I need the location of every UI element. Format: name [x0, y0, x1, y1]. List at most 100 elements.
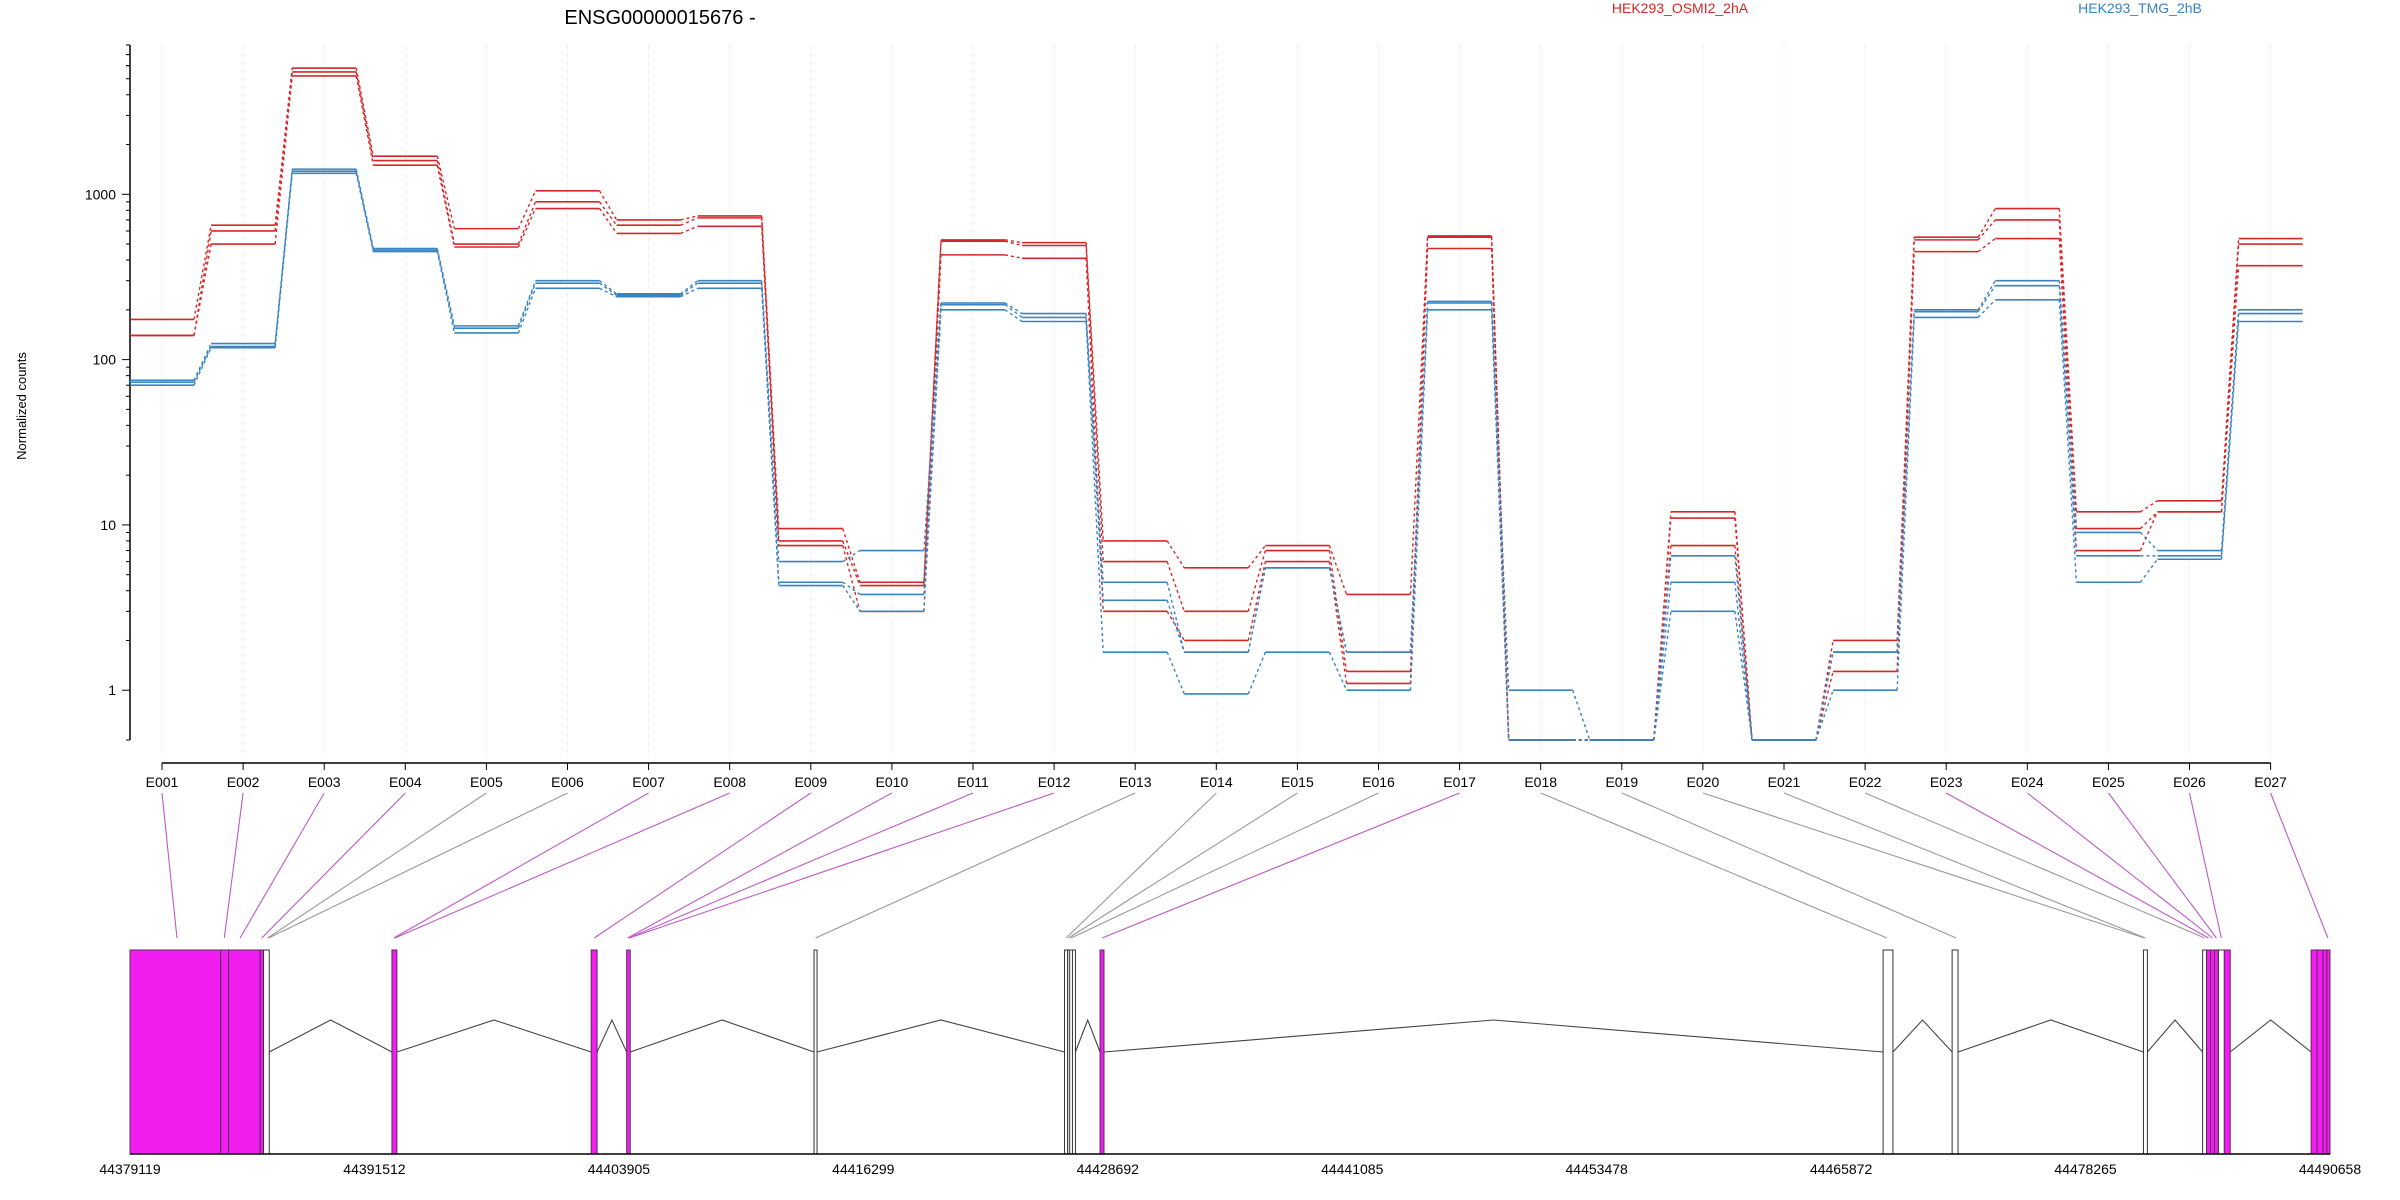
- bin-link-E012: [629, 792, 1055, 939]
- connector-E007: [680, 282, 699, 296]
- x-tick-label-E027: E027: [2254, 774, 2287, 790]
- connector-E004: [436, 165, 456, 248]
- connector-E009: [842, 585, 861, 612]
- connector-E002: [274, 171, 293, 347]
- connector-E005: [517, 208, 537, 248]
- connector-E009: [842, 545, 861, 612]
- connector-E008: [761, 226, 780, 546]
- connector-E018: [1572, 690, 1591, 741]
- connector-E023: [1977, 285, 1996, 313]
- connector-E020: [1734, 611, 1753, 741]
- exon-E002: [220, 949, 230, 1155]
- connector-E025: [2140, 500, 2158, 513]
- x-tick-label-E024: E024: [2011, 774, 2044, 790]
- connector-E022: [1896, 317, 1915, 691]
- x-tick-label-E021: E021: [1768, 774, 1801, 790]
- intron-E008: [630, 1019, 815, 1053]
- connector-E003: [355, 71, 374, 161]
- connector-E007: [680, 225, 698, 235]
- y-tick-label: 1: [108, 682, 116, 698]
- coordinate-label: 44441085: [1321, 1161, 1384, 1177]
- connector-E001: [193, 225, 212, 320]
- bin-link-E005: [267, 792, 487, 939]
- connector-E008: [761, 288, 780, 586]
- exon-E018: [2202, 949, 2208, 1155]
- intron-E014: [1103, 1019, 1884, 1053]
- connector-E005: [517, 288, 537, 334]
- exon-E016: [1951, 949, 1959, 1155]
- connector-E014: [1247, 651, 1267, 695]
- x-tick-label-E007: E007: [632, 774, 665, 790]
- coordinate-label: 44478265: [2054, 1161, 2117, 1177]
- y-axis-label: Normalized counts: [14, 352, 29, 460]
- bin-link-E002: [223, 792, 244, 939]
- connector-E019: [1653, 582, 1672, 741]
- x-tick-label-E010: E010: [876, 774, 909, 790]
- intron-E017: [2146, 1019, 2204, 1053]
- connector-E001: [193, 230, 212, 336]
- bin-link-E001: [161, 792, 178, 939]
- x-tick-label-E002: E002: [227, 774, 260, 790]
- exon-E001: [129, 949, 222, 1155]
- exon-E021: [2213, 949, 2219, 1155]
- connector-E020: [1734, 582, 1753, 741]
- exon-E027: [2326, 949, 2331, 1155]
- x-tick-label-E018: E018: [1524, 774, 1557, 790]
- coordinate-label: 44490658: [2299, 1161, 2362, 1177]
- connector-E026: [2220, 244, 2240, 512]
- connector-E022: [1896, 251, 1915, 672]
- connector-E026: [2220, 309, 2240, 551]
- exon-E006: [391, 949, 398, 1155]
- y-tick-label: 1000: [85, 186, 116, 202]
- connector-E012: [1085, 245, 1104, 562]
- connector-E013: [1166, 582, 1185, 653]
- connector-E010: [923, 309, 942, 612]
- legend-entry-osmi2: HEK293_OSMI2_2hA: [1612, 0, 1749, 16]
- y-axis: 1 10 100 1000: [85, 44, 131, 741]
- bin-link-E016: [1070, 792, 1379, 939]
- connector-E020: [1734, 555, 1753, 741]
- x-tick-label-E020: E020: [1687, 774, 1720, 790]
- coordinate-label: 44453478: [1566, 1161, 1629, 1177]
- x-tick-label-E008: E008: [713, 774, 746, 790]
- connector-E011: [1004, 254, 1023, 259]
- y-tick-label: 100: [93, 352, 117, 368]
- x-tick-label-E011: E011: [957, 774, 989, 790]
- connector-E003: [355, 171, 374, 251]
- exon-E013: [1071, 949, 1076, 1155]
- series-line-5: [130, 170, 2303, 741]
- connector-E002: [274, 75, 293, 245]
- connector-E026: [2220, 313, 2240, 556]
- connector-E017: [1490, 301, 1510, 691]
- connector-E004: [436, 251, 456, 334]
- connector-E004: [436, 249, 456, 329]
- bin-link-E019: [1621, 792, 1957, 939]
- x-tick-label-E015: E015: [1281, 774, 1314, 790]
- exon-E025: [2316, 949, 2324, 1155]
- exon-E007: [590, 949, 598, 1155]
- bin-link-E022: [1864, 792, 2205, 939]
- x-tick-label-E005: E005: [470, 774, 503, 790]
- connector-E025: [2139, 532, 2159, 552]
- connector-E016: [1409, 302, 1429, 653]
- connector-E011: [1004, 302, 1023, 315]
- connector-E009: [842, 549, 861, 563]
- x-tick-label-E017: E017: [1443, 774, 1476, 790]
- coordinate-label: 44391512: [343, 1161, 406, 1177]
- connector-E023: [1977, 237, 1996, 253]
- connector-E005: [517, 190, 537, 229]
- intron-E013: [1074, 1018, 1101, 1053]
- connector-E002: [274, 173, 293, 348]
- x-tick-label-E019: E019: [1605, 774, 1638, 790]
- connector-E009: [842, 528, 861, 583]
- intron-E009: [816, 1019, 1065, 1053]
- connector-E013: [1166, 540, 1185, 569]
- connector-E006: [599, 280, 618, 295]
- x-tick-label-E003: E003: [308, 774, 341, 790]
- connector-E004: [436, 156, 456, 229]
- connector-E014: [1247, 567, 1267, 653]
- intron-E007: [596, 1018, 628, 1053]
- x-tick-label-E012: E012: [1038, 774, 1071, 790]
- bin-link-E026: [2188, 792, 2222, 939]
- x-tick-label-E022: E022: [1849, 774, 1882, 790]
